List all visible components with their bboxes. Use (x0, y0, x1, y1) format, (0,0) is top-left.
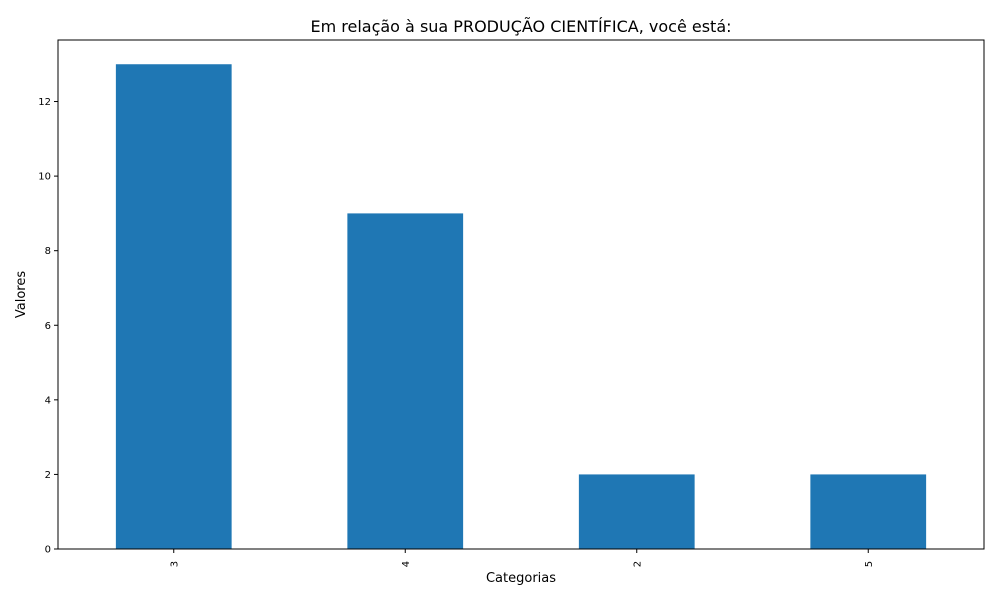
y-tick-label: 2 (45, 470, 51, 481)
chart-title: Em relação à sua PRODUÇÃO CIENTÍFICA, vo… (310, 17, 731, 36)
y-tick-label: 12 (38, 97, 51, 108)
x-tick-label: 3 (169, 561, 180, 567)
bar-4 (347, 213, 464, 549)
y-tick-label: 0 (45, 545, 51, 556)
y-tick-label: 10 (38, 172, 51, 183)
bar-2 (578, 474, 695, 549)
y-tick-label: 4 (45, 395, 51, 406)
y-tick-label: 6 (45, 321, 51, 332)
bars-group (115, 64, 927, 549)
bar-3 (115, 64, 232, 549)
y-axis-ticks: 0 2 4 6 8 10 12 (38, 97, 58, 556)
plot-frame (57, 39, 985, 550)
y-tick-label: 8 (45, 246, 51, 257)
x-tick-label: 5 (864, 561, 875, 567)
bar-5 (810, 474, 927, 549)
y-axis-label: Valores (14, 271, 29, 318)
x-tick-label: 2 (632, 561, 643, 567)
x-axis-ticks: 3 4 2 5 (169, 549, 875, 567)
x-tick-label: 4 (401, 561, 412, 567)
x-axis-label: Categorias (486, 571, 556, 586)
